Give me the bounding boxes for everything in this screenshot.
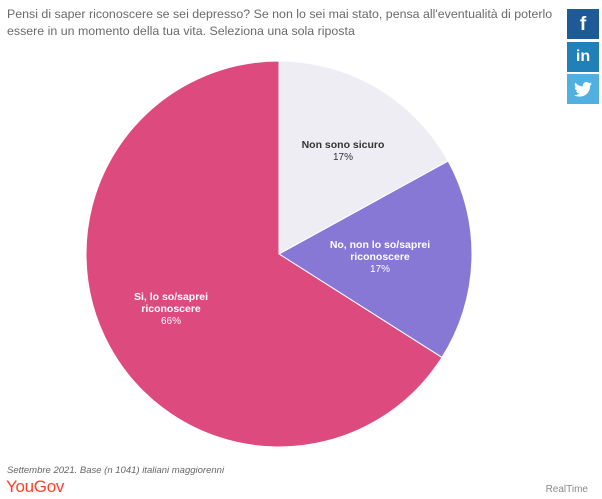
slice-value-label: 17% xyxy=(333,152,353,163)
footnote: Settembre 2021. Base (n 1041) italiani m… xyxy=(7,465,225,476)
slice-value-label: 66% xyxy=(161,316,181,327)
question-title: Pensi di saper riconoscere se sei depres… xyxy=(7,7,553,38)
pie-slice-2 xyxy=(278,160,473,359)
realtime-credit: RealTime xyxy=(545,484,588,495)
slice-value-label: 17% xyxy=(370,264,390,275)
twitter-icon xyxy=(574,81,592,97)
slice-label-text: riconoscere xyxy=(141,303,201,315)
slice-label-text: No, non lo so/saprei xyxy=(330,239,430,251)
yougov-logo: YouGov xyxy=(6,477,65,496)
slice-label-text: Si, lo so/saprei xyxy=(134,291,208,303)
pie-slice-3 xyxy=(85,60,443,448)
facebook-share-button[interactable]: f xyxy=(567,9,599,39)
facebook-icon: f xyxy=(579,13,587,35)
linkedin-icon: in xyxy=(575,48,591,65)
slice-label-text: riconoscere xyxy=(350,251,410,263)
linkedin-share-button[interactable]: in xyxy=(567,42,599,72)
slice-label-text: Non sono sicuro xyxy=(302,139,385,151)
pie-slice-1 xyxy=(278,60,449,255)
twitter-share-button[interactable] xyxy=(567,74,599,104)
